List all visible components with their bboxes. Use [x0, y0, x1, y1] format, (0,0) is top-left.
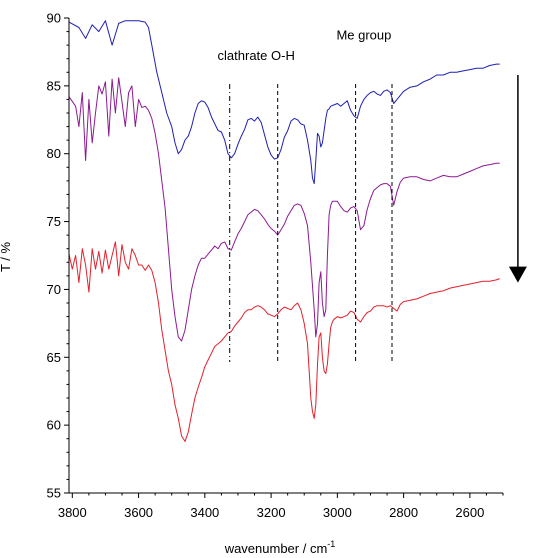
x-axis-title-superscript: -1 [327, 539, 335, 549]
x-tick-label-3800: 3800 [58, 505, 87, 520]
spectrum-line-2 [68, 77, 500, 342]
y-tick-label-75: 75 [47, 214, 61, 229]
x-tick-label-3200: 3200 [257, 505, 286, 520]
arrow-head [508, 266, 527, 283]
y-tick-label-80: 80 [47, 146, 61, 161]
trend-arrow [508, 75, 527, 283]
x-axis-title-main: wavenumber / cm [224, 541, 328, 556]
annotation-clathrate-oh: clathrate O-H [218, 48, 295, 63]
annotations: clathrate O-H Me group [218, 28, 392, 63]
x-tick-label-3000: 3000 [323, 505, 352, 520]
y-tick-label-85: 85 [47, 78, 61, 93]
spectrum-line-3 [68, 241, 500, 442]
x-axis-title: wavenumber / cm-1 [224, 539, 336, 556]
plot-area [68, 20, 500, 442]
x-tick-label-3600: 3600 [124, 505, 153, 520]
axes: 55 60 65 70 75 80 85 90 3800 3600 3400 3200 3000 2800… [47, 11, 504, 520]
y-tick-label-70: 70 [47, 282, 61, 297]
y-tick-label-65: 65 [47, 350, 61, 365]
y-tick-label-60: 60 [47, 418, 61, 433]
y-tick-label-55: 55 [47, 486, 61, 501]
x-tick-label-3400: 3400 [190, 505, 219, 520]
y-axis-title: T / % [0, 242, 13, 273]
x-tick-label-2600: 2600 [455, 505, 484, 520]
series-layer [68, 20, 500, 442]
reference-lines [229, 84, 393, 362]
x-tick-label-2800: 2800 [389, 505, 418, 520]
y-tick-label-90: 90 [47, 11, 61, 26]
spectrum-line-1 [68, 20, 500, 185]
annotation-me-group: Me group [336, 28, 391, 43]
